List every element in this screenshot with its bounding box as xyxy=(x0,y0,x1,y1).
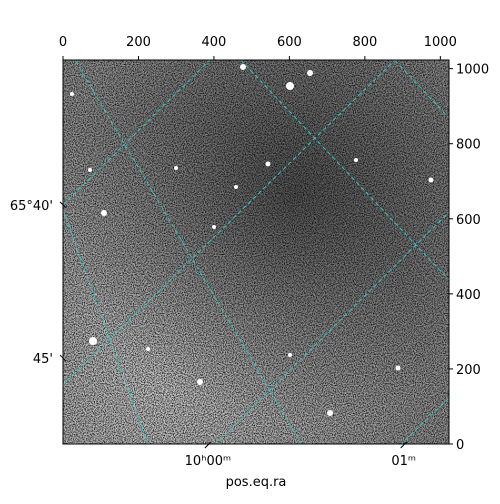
y-tick-label: 400 xyxy=(456,288,481,303)
y-tick-label: 600 xyxy=(456,213,481,228)
x-tick-label: 800 xyxy=(352,35,377,50)
x-axis-label: pos.eq.ra xyxy=(226,475,287,490)
y-tick-label: 0 xyxy=(456,438,464,453)
image xyxy=(63,60,449,444)
world-x-tick xyxy=(204,441,212,449)
x-tick-label: 1000 xyxy=(424,35,457,50)
world-y-tick-label: 65°40' xyxy=(10,199,53,214)
x-tick-label: 400 xyxy=(202,35,227,50)
world-y-tick-label: 45' xyxy=(33,352,53,367)
world-x-tick-label: 01ᵐ xyxy=(391,454,416,469)
world-y-tick xyxy=(59,354,67,362)
world-x-tick-label: 10ʰ00ᵐ xyxy=(185,454,231,469)
x-tick-label: 0 xyxy=(59,35,67,50)
x-tick-label: 600 xyxy=(277,35,302,50)
world-x-tick xyxy=(400,441,408,449)
y-tick-label: 200 xyxy=(456,363,481,378)
axes-frame xyxy=(62,59,450,445)
world-y-tick xyxy=(59,201,67,209)
y-tick-label: 800 xyxy=(456,138,481,153)
x-tick-label: 200 xyxy=(126,35,151,50)
y-tick-label: 1000 xyxy=(456,63,489,78)
